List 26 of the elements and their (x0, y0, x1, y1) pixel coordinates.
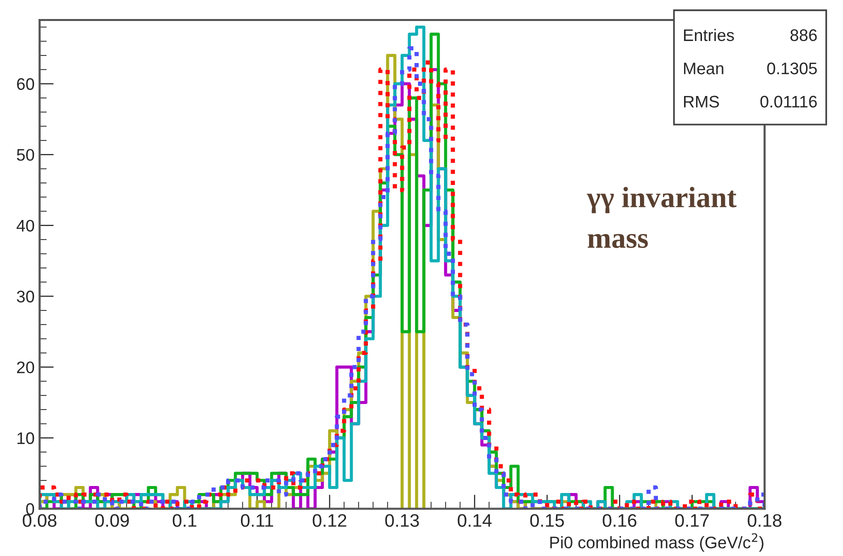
y-tick-label: 40 (16, 220, 34, 232)
x-tick-label: 0.11 (240, 514, 274, 527)
y-tick-label: 0 (26, 503, 34, 515)
text: 886 (790, 29, 817, 42)
x-tick-label: 0.17 (675, 514, 709, 527)
x-tick-label: 0.18 (748, 514, 782, 527)
x-tick-label: 0.15 (530, 514, 564, 527)
annotation: Entries (684, 28, 734, 42)
annotation: 0.01116 (760, 96, 817, 108)
x-tick-label: 0.09 (95, 514, 129, 527)
y-tick-label: 30 (16, 290, 34, 302)
annotation: γγ invariant mass (586, 186, 736, 248)
y-tick-label: 20 (17, 361, 34, 374)
x-tick-label: 0.14 (458, 514, 492, 527)
x-tick-label: 0.1 (172, 514, 196, 527)
x-axis-title: Pi0 combined mass (GeV/c$^{2}$) (550, 533, 764, 552)
y-tick-label: 50 (16, 148, 34, 161)
annotation: Mean (684, 62, 724, 74)
annotation: RMS (684, 96, 719, 108)
x-tick-label: 0.13 (385, 514, 419, 527)
x-tick-label: 0.12 (312, 514, 346, 527)
y-tick-label: 60 (17, 78, 34, 90)
x-tick-label: 0.16 (602, 514, 636, 527)
y-tick-label: 10 (17, 432, 34, 444)
text: 0.1305 (767, 62, 817, 74)
x-tick-label: 0.08 (22, 514, 56, 527)
